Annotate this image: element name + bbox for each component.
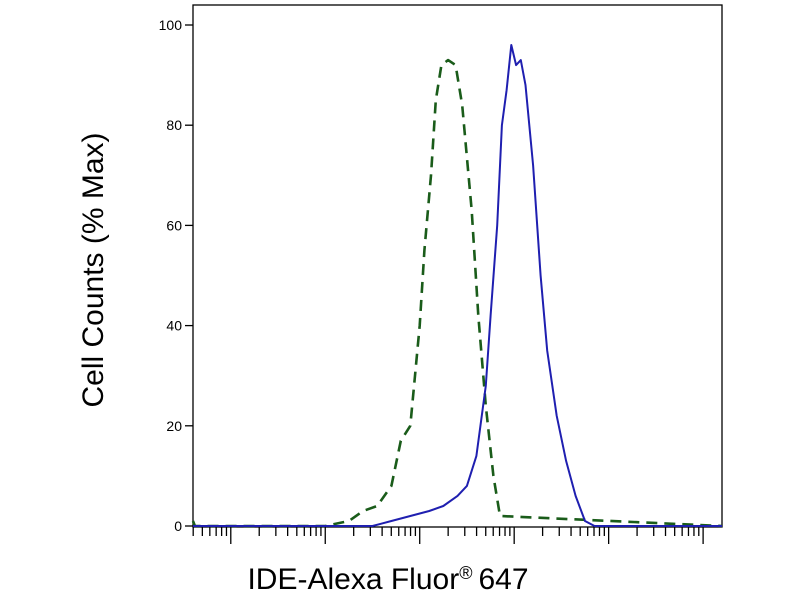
plot-frame [192, 4, 723, 528]
x-axis-title-main: IDE-Alexa Fluor [247, 563, 459, 596]
x-axis-title-tail: 647 [478, 563, 528, 596]
y-tick-label: 100 [159, 17, 183, 33]
y-axis-ticks: 0 20 40 60 80 100 [159, 17, 193, 534]
x-axis-ticks [192, 527, 704, 544]
y-axis-title: Cell Counts (% Max) [77, 132, 110, 407]
series-line-1 [191, 58, 723, 528]
series-layer [191, 44, 723, 528]
series-line-2 [193, 44, 722, 527]
y-tick-label: 20 [166, 418, 182, 434]
x-axis-title-registered-mark: ® [459, 563, 472, 583]
y-tick-label: 0 [174, 518, 182, 534]
y-tick-label: 40 [166, 318, 182, 334]
y-tick-label: 60 [166, 217, 182, 233]
x-axis-title: IDE-Alexa Fluor® 647 [247, 563, 528, 596]
y-tick-label: 80 [166, 117, 182, 133]
